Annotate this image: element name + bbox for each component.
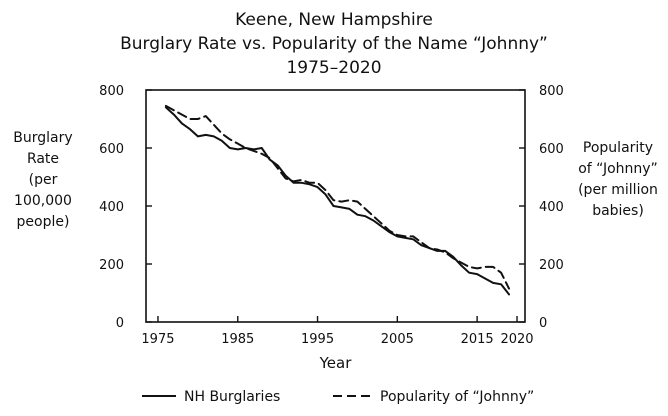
y-left-tick-label: 600 [99, 142, 124, 157]
y-left-tick-label: 400 [99, 200, 124, 215]
left-axis-label-line: Burglary [13, 130, 73, 146]
y-right-tick-label: 800 [539, 84, 564, 99]
y-right-tick-label: 200 [539, 258, 564, 273]
x-tick-label: 2005 [381, 332, 414, 347]
left-axis-label: Burglary Rate (per 100,000 people) [0, 128, 86, 233]
y-left-tick-label: 200 [99, 258, 124, 273]
series-line-johnny [164, 104, 510, 290]
y-right-tick-label: 400 [539, 200, 564, 215]
chart-title-line-1: Keene, New Hampshire [235, 10, 433, 30]
left-axis-label-line: people) [16, 214, 70, 230]
x-tick-label: 2015 [461, 332, 494, 347]
x-tick-label: 2020 [500, 332, 533, 347]
y-left-tick-label: 800 [99, 84, 124, 99]
series-line-burglaries [164, 106, 510, 296]
right-axis-label-line: of “Johnny” [578, 161, 658, 177]
legend-label: Popularity of “Johnny” [380, 389, 534, 405]
x-axis-label: Year [319, 354, 353, 372]
right-axis-label-line: babies) [592, 203, 644, 219]
right-axis-label-line: Popularity [582, 140, 654, 156]
right-axis-label: Popularity of “Johnny” (per million babi… [568, 138, 668, 222]
x-tick-label: 1975 [141, 332, 174, 347]
legend-label: NH Burglaries [184, 389, 280, 405]
legend: NH Burglaries Popularity of “Johnny” [142, 389, 534, 405]
y-right-tick-label: 0 [539, 316, 547, 331]
left-axis-label-line: (per 100,000 [14, 172, 72, 209]
y-left-tick-label: 0 [116, 316, 124, 331]
x-tick-label: 1985 [221, 332, 254, 347]
y-right-tick-label: 600 [539, 142, 564, 157]
right-axis-label-line: (per million [578, 182, 658, 198]
chart-title-line-3: 1975–2020 [286, 58, 382, 78]
left-axis-label-line: Rate [26, 151, 60, 167]
chart-title-line-2: Burglary Rate vs. Popularity of the Name… [120, 34, 548, 54]
axis-ticks: 1975 1985 1995 2005 2015 2020 0 0 200 200 400 400 60… [99, 84, 564, 347]
x-tick-label: 1995 [301, 332, 334, 347]
series-layer [164, 104, 510, 296]
